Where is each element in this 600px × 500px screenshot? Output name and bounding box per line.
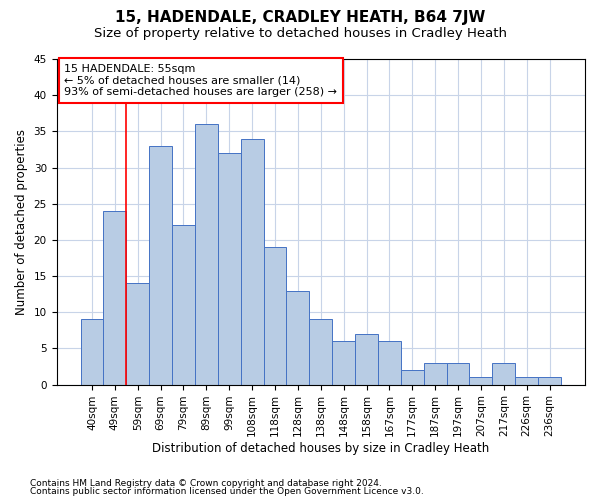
Text: Contains public sector information licensed under the Open Government Licence v3: Contains public sector information licen… (30, 487, 424, 496)
Text: Size of property relative to detached houses in Cradley Heath: Size of property relative to detached ho… (94, 28, 506, 40)
Bar (286, 290, 310, 384)
Bar (538, 378, 561, 384)
Bar (195, 124, 218, 384)
Bar (218, 153, 241, 384)
Bar (424, 363, 446, 384)
Bar (355, 334, 378, 384)
Bar (378, 341, 401, 384)
Bar (80, 320, 103, 384)
Bar (263, 247, 286, 384)
Text: 15, HADENDALE, CRADLEY HEATH, B64 7JW: 15, HADENDALE, CRADLEY HEATH, B64 7JW (115, 10, 485, 25)
Text: Contains HM Land Registry data © Crown copyright and database right 2024.: Contains HM Land Registry data © Crown c… (30, 478, 382, 488)
Text: 15 HADENDALE: 55sqm
← 5% of detached houses are smaller (14)
93% of semi-detache: 15 HADENDALE: 55sqm ← 5% of detached hou… (64, 64, 337, 97)
Bar (172, 226, 195, 384)
Bar (493, 363, 515, 384)
Bar (332, 341, 355, 384)
Bar (515, 378, 538, 384)
Y-axis label: Number of detached properties: Number of detached properties (15, 129, 28, 315)
Bar (103, 211, 127, 384)
X-axis label: Distribution of detached houses by size in Cradley Heath: Distribution of detached houses by size … (152, 442, 490, 455)
Bar (310, 320, 332, 384)
Bar (401, 370, 424, 384)
Bar (469, 378, 493, 384)
Bar (149, 146, 172, 384)
Bar (241, 138, 263, 384)
Bar (446, 363, 469, 384)
Bar (127, 284, 149, 384)
